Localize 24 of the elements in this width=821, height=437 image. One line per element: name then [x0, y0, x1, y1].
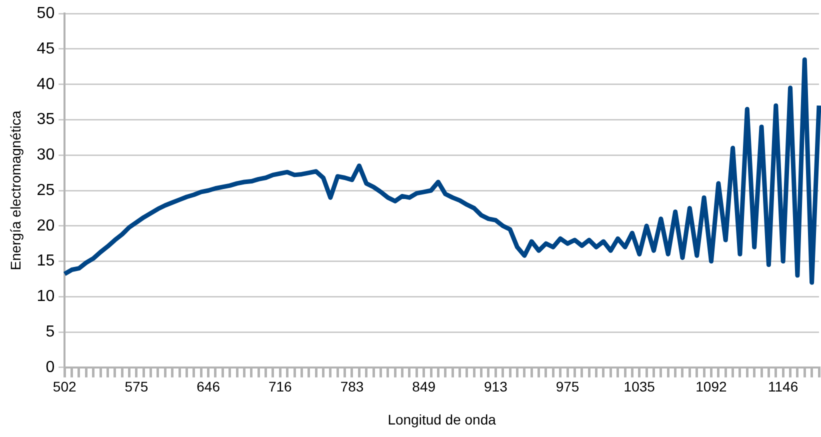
y-tick-label: 5: [46, 323, 55, 340]
y-tick-label: 25: [36, 182, 55, 199]
x-tick-label: 1035: [624, 378, 656, 395]
y-tick-label: 35: [36, 111, 55, 128]
y-tick-label: 45: [36, 40, 55, 58]
x-tick-label: 502: [52, 378, 76, 395]
x-tick-label: 1146: [768, 378, 798, 395]
x-tick-label: 783: [340, 378, 364, 395]
x-tick-label: 913: [484, 378, 508, 395]
y-axis-title: Energía electromagnética: [7, 110, 24, 270]
y-tick-label: 15: [36, 252, 55, 270]
y-tick-label: 40: [36, 76, 55, 93]
y-tick-label: 30: [36, 146, 55, 164]
x-tick-label: 716: [268, 378, 292, 395]
y-tick-label: 10: [36, 288, 55, 306]
y-tick-label: 50: [36, 5, 55, 22]
y-tick-label: 20: [36, 217, 55, 234]
x-axis-title: Longitud de onda: [388, 411, 496, 428]
x-tick-label: 1092: [696, 378, 728, 395]
x-tick-label: 575: [124, 378, 148, 395]
x-tick-label: 975: [556, 378, 580, 395]
x-tick-label: 646: [196, 378, 220, 395]
x-tick-label: 849: [412, 378, 436, 395]
y-tick-label: 0: [46, 358, 55, 376]
